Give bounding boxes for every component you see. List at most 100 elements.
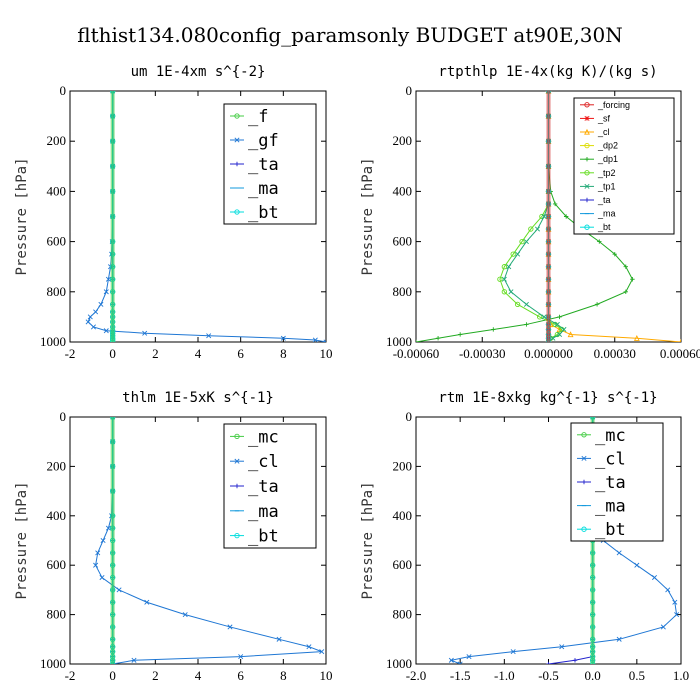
legend-marker [581,526,587,532]
data-point [416,339,419,342]
x-tick-label: 0.00060 [660,346,700,361]
data-point [651,575,658,581]
data-point [559,644,565,650]
legend-label: _cl [597,127,610,137]
data-point [99,575,105,581]
panel-title: rtpthlp 1E-4x(kg K)/(kg s) [438,64,657,80]
x-tick-label: 0.000000 [524,346,573,361]
x-tick-label: -2.0 [406,668,427,683]
y-tick-label: 200 [47,458,67,473]
y-axis-label: Pressure [hPa] [14,481,30,599]
panel-3: thlm 1E-5xK s^{-1} Pressure [hPa] -2 0 2 4 6 8 1… [14,390,333,683]
data-point [597,239,602,244]
x-tick-label: 4 [195,668,202,683]
y-tick-label: 800 [393,607,413,622]
y-axis-label: Pressure [hPa] [360,481,376,599]
y-tick-label: 400 [47,508,67,523]
data-point [238,654,244,660]
x-tick-label: 2 [152,668,159,683]
data-point [567,331,574,338]
legend-marker [581,432,587,438]
panel-title: thlm 1E-5xK s^{-1} [122,390,274,406]
data-point [435,336,441,341]
data-point [497,276,503,282]
legend-label: _sf [597,113,611,123]
data-point [501,264,507,270]
legend-label: _mc [595,426,626,446]
data-point [105,276,111,282]
y-tick-label: 200 [47,133,67,148]
legend-marker [234,161,240,167]
y-tick-label: 400 [393,508,413,523]
x-tick-label: 0 [109,346,116,361]
data-point [508,289,514,295]
legend-label: _ma [597,209,616,219]
data-point [665,587,671,593]
series-line-tp1 [503,91,565,342]
x-tick-label: -2 [65,346,76,361]
zero-line-band [110,417,115,664]
data-point [276,636,282,642]
data-point [514,301,521,307]
legend-label: _ma [248,502,279,522]
data-point [100,537,106,544]
x-tick-label: 0.0 [585,668,601,683]
data-point [557,314,562,320]
legend-marker [234,209,240,215]
data-point [466,654,472,660]
legend-box [573,97,675,235]
y-tick-label: 0 [60,409,67,424]
legend-marker [584,183,590,189]
y-tick-label: 600 [393,557,413,572]
legend-label: _ma [595,497,626,517]
data-point [501,276,507,282]
y-tick-label: 400 [393,183,413,198]
data-point [672,599,678,605]
data-point [572,658,578,663]
data-point [144,599,150,605]
data-point [541,314,547,320]
data-point [103,328,109,334]
y-tick-label: 800 [47,607,67,622]
x-tick-label: 2 [152,346,159,361]
y-tick-label: 600 [47,234,67,249]
legend-marker [584,115,590,121]
data-point [206,333,212,339]
y-tick-label: 600 [393,234,413,249]
data-point [519,238,525,245]
legend-label: _cl [595,449,626,469]
legend-label: _cl [248,452,279,472]
data-point [280,335,286,341]
legend-marker [584,142,590,149]
legend-marker [584,197,590,203]
y-axis-label: Pressure [hPa] [360,157,376,275]
panel-title: um 1E-4xm s^{-2} [131,64,266,80]
y-tick-label: 800 [393,284,413,299]
data-point [87,314,93,320]
data-point [550,335,556,341]
data-point [561,326,567,332]
legend-label: _tp2 [597,168,616,178]
data-point [554,321,560,327]
data-point [93,309,99,315]
data-point [534,226,540,232]
x-tick-label: -0.00030 [459,346,506,361]
data-point [623,264,628,269]
y-tick-label: 600 [47,557,67,572]
data-point [557,331,563,337]
data-point [491,327,496,332]
x-tick-label: 0.5 [629,668,645,683]
legend-marker [584,102,590,108]
x-tick-label: -2 [65,668,76,683]
x-tick-label: -0.00060 [393,346,440,361]
legend-label: _dp1 [597,154,618,164]
legend-marker [234,137,240,143]
legend: _forcing _sf _cl _dp2 _dp1 _tp2 _tp1 _ta _ma _bt [573,97,675,235]
data-point [594,302,600,307]
legend-marker [234,113,240,119]
x-tick-label: 4 [195,346,202,361]
y-tick-label: 1000 [386,656,412,671]
legend: _f _gf _ta _ma _bt [223,103,317,225]
data-point [323,339,326,342]
